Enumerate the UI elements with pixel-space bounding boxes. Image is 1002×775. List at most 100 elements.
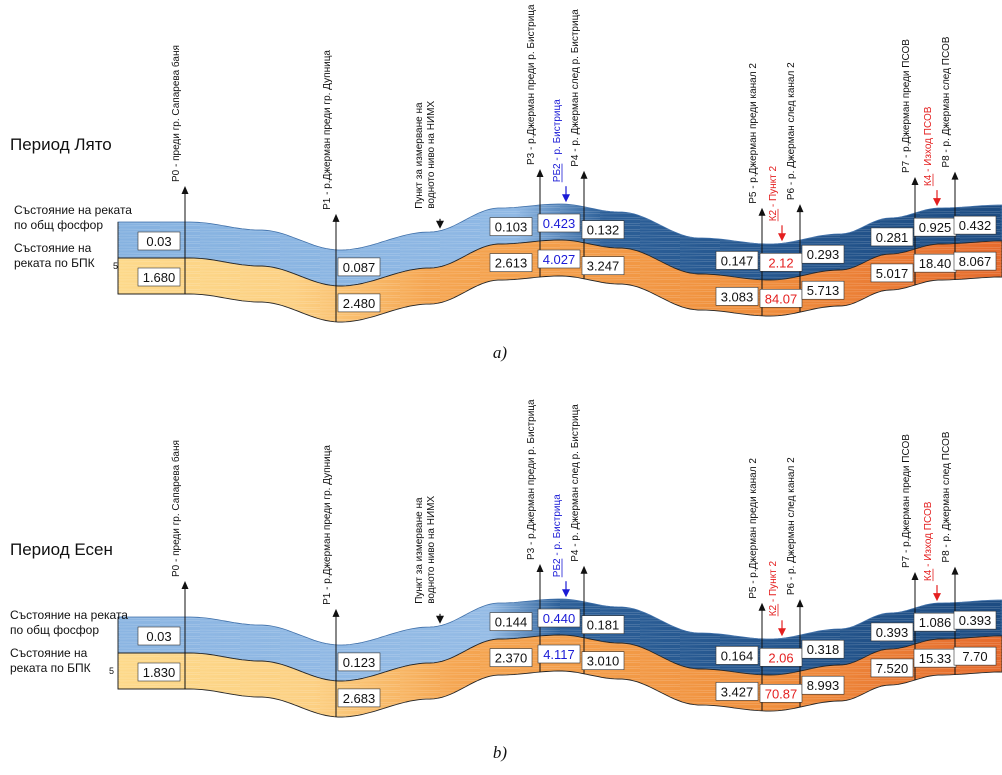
value-box-bg [715, 682, 759, 701]
value-text: 2.06 [768, 650, 793, 665]
value-text: 2.613 [495, 256, 528, 271]
measuring-point-7: К2 - Пункт 2 [768, 560, 786, 637]
bpk-subscript: 5 [109, 666, 114, 676]
point-label: Р5 - р.Джерман преди канал 2 [748, 63, 759, 204]
value-text: 0.432 [959, 218, 992, 233]
arrow-up-icon [951, 566, 959, 575]
value-box-bg [953, 251, 997, 271]
phosphorus-value-box: 2.12 [759, 252, 803, 272]
phosphorus-value-box: 0.164 [715, 646, 759, 665]
point-label: Пункт за измерване на [414, 102, 425, 209]
value-text: 0.03 [146, 629, 171, 644]
value-text: 8.993 [807, 678, 840, 693]
bpk-value-box: 3.247 [581, 256, 625, 275]
value-text: 0.03 [146, 234, 171, 249]
measuring-point-10: К4 - Изход ПСОВ [923, 501, 941, 602]
phosphorus-value-box: 0.423 [537, 213, 581, 233]
arrow-up-icon [332, 608, 340, 617]
value-text: 2.683 [343, 691, 376, 706]
point-label: водното ниво на НИМХ [426, 101, 437, 209]
value-text: 5.713 [807, 283, 840, 298]
phosphorus-value-box: 0.03 [137, 626, 181, 646]
bpk-value-box: 8.993 [801, 675, 845, 695]
value-box-bg [537, 608, 581, 628]
measuring-point-1: Р1 - р.Джерман преди гр. Дупница [322, 445, 340, 717]
value-text: 4.117 [543, 647, 575, 662]
bpk-value-box: 5.017 [870, 263, 914, 283]
value-text: 0.181 [587, 618, 620, 633]
value-box-bg [581, 615, 625, 634]
phosphorus-value-box: 0.293 [801, 244, 845, 264]
value-text: 7.520 [876, 661, 909, 676]
point-label: К4 - Изход ПСОВ [923, 501, 934, 581]
value-box-bg [953, 646, 997, 666]
point-label: Р0 - преди гр. Сапарева баня [170, 45, 182, 182]
value-box-bg [137, 662, 181, 682]
phosphorus-value-box: 0.393 [870, 622, 914, 642]
arrow-up-icon [796, 204, 804, 213]
measuring-point-1: Р1 - р.Джерман преди гр. Дупница [322, 50, 340, 322]
point-label: РБ2 - р. Бистрица [552, 99, 563, 182]
value-box-bg [953, 610, 997, 630]
value-text: 70.87 [765, 686, 798, 701]
value-box-bg [715, 251, 759, 270]
value-text: 1.086 [919, 615, 952, 630]
value-box-bg [581, 220, 625, 239]
value-box-bg [337, 688, 381, 708]
value-box-bg [801, 675, 845, 695]
value-text: 0.293 [807, 247, 840, 262]
measuring-point-2: Пункт за измерване на водното ниво на НИМ… [414, 101, 444, 229]
phosphorus-label: Състояние на реката [14, 203, 132, 217]
phosphorus-value-box: 0.144 [489, 612, 533, 631]
point-label: Р8 - р. Джерман след ПСОВ [941, 36, 952, 167]
value-box-bg [489, 253, 533, 272]
arrow-down-icon [562, 589, 570, 598]
value-text: 0.423 [543, 216, 576, 231]
point-label: Пункт за измерване на [414, 497, 425, 604]
arrow-down-icon [778, 233, 786, 242]
arrow-up-icon [181, 186, 189, 194]
value-text: 1.830 [143, 665, 176, 680]
arrow-up-icon [580, 565, 588, 574]
arrow-down-icon [562, 194, 570, 203]
point-label: Р1 - р.Джерман преди гр. Дупница [322, 445, 333, 605]
period-title: Период Лято [10, 135, 112, 154]
value-box-bg [137, 626, 181, 646]
value-text: 84.07 [765, 291, 798, 306]
bpk-value-box: 7.70 [953, 646, 997, 666]
bpk-value-box: 18.40 [913, 253, 957, 273]
phosphorus-value-box: 0.440 [537, 608, 581, 628]
arrow-up-icon [951, 171, 959, 180]
arrow-up-icon [911, 177, 919, 185]
value-text: 0.393 [959, 613, 992, 628]
arrow-up-icon [536, 564, 544, 572]
value-box-bg [489, 612, 533, 631]
phosphorus-value-box: 1.086 [913, 612, 957, 632]
value-box-bg [801, 280, 845, 300]
point-label: Р7 - р.Джерман преди ПСОВ [901, 39, 912, 173]
value-text: 8.067 [959, 254, 992, 269]
value-text: 1.680 [143, 270, 176, 285]
value-text: 18.40 [919, 256, 952, 271]
value-text: 0.393 [876, 625, 909, 640]
bpk-value-box: 2.613 [489, 253, 533, 272]
bpk-value-box: 5.713 [801, 280, 845, 300]
value-text: 3.010 [587, 654, 620, 669]
value-box-bg [489, 648, 533, 667]
value-box-bg [337, 652, 381, 672]
value-text: 15.33 [919, 651, 952, 666]
value-box-bg [801, 244, 845, 264]
bpk-value-box: 1.680 [137, 267, 181, 287]
value-box-bg [137, 267, 181, 287]
phosphorus-value-box: 0.925 [913, 217, 957, 237]
value-text: 0.147 [721, 253, 754, 268]
value-box-bg [337, 293, 381, 313]
value-box-bg [801, 639, 845, 659]
point-label: РБ2 - р. Бистрица [552, 494, 563, 577]
panel-caption: a) [493, 343, 508, 362]
value-text: 5.017 [876, 266, 909, 281]
point-label: Р5 - р.Джерман преди канал 2 [748, 458, 759, 599]
